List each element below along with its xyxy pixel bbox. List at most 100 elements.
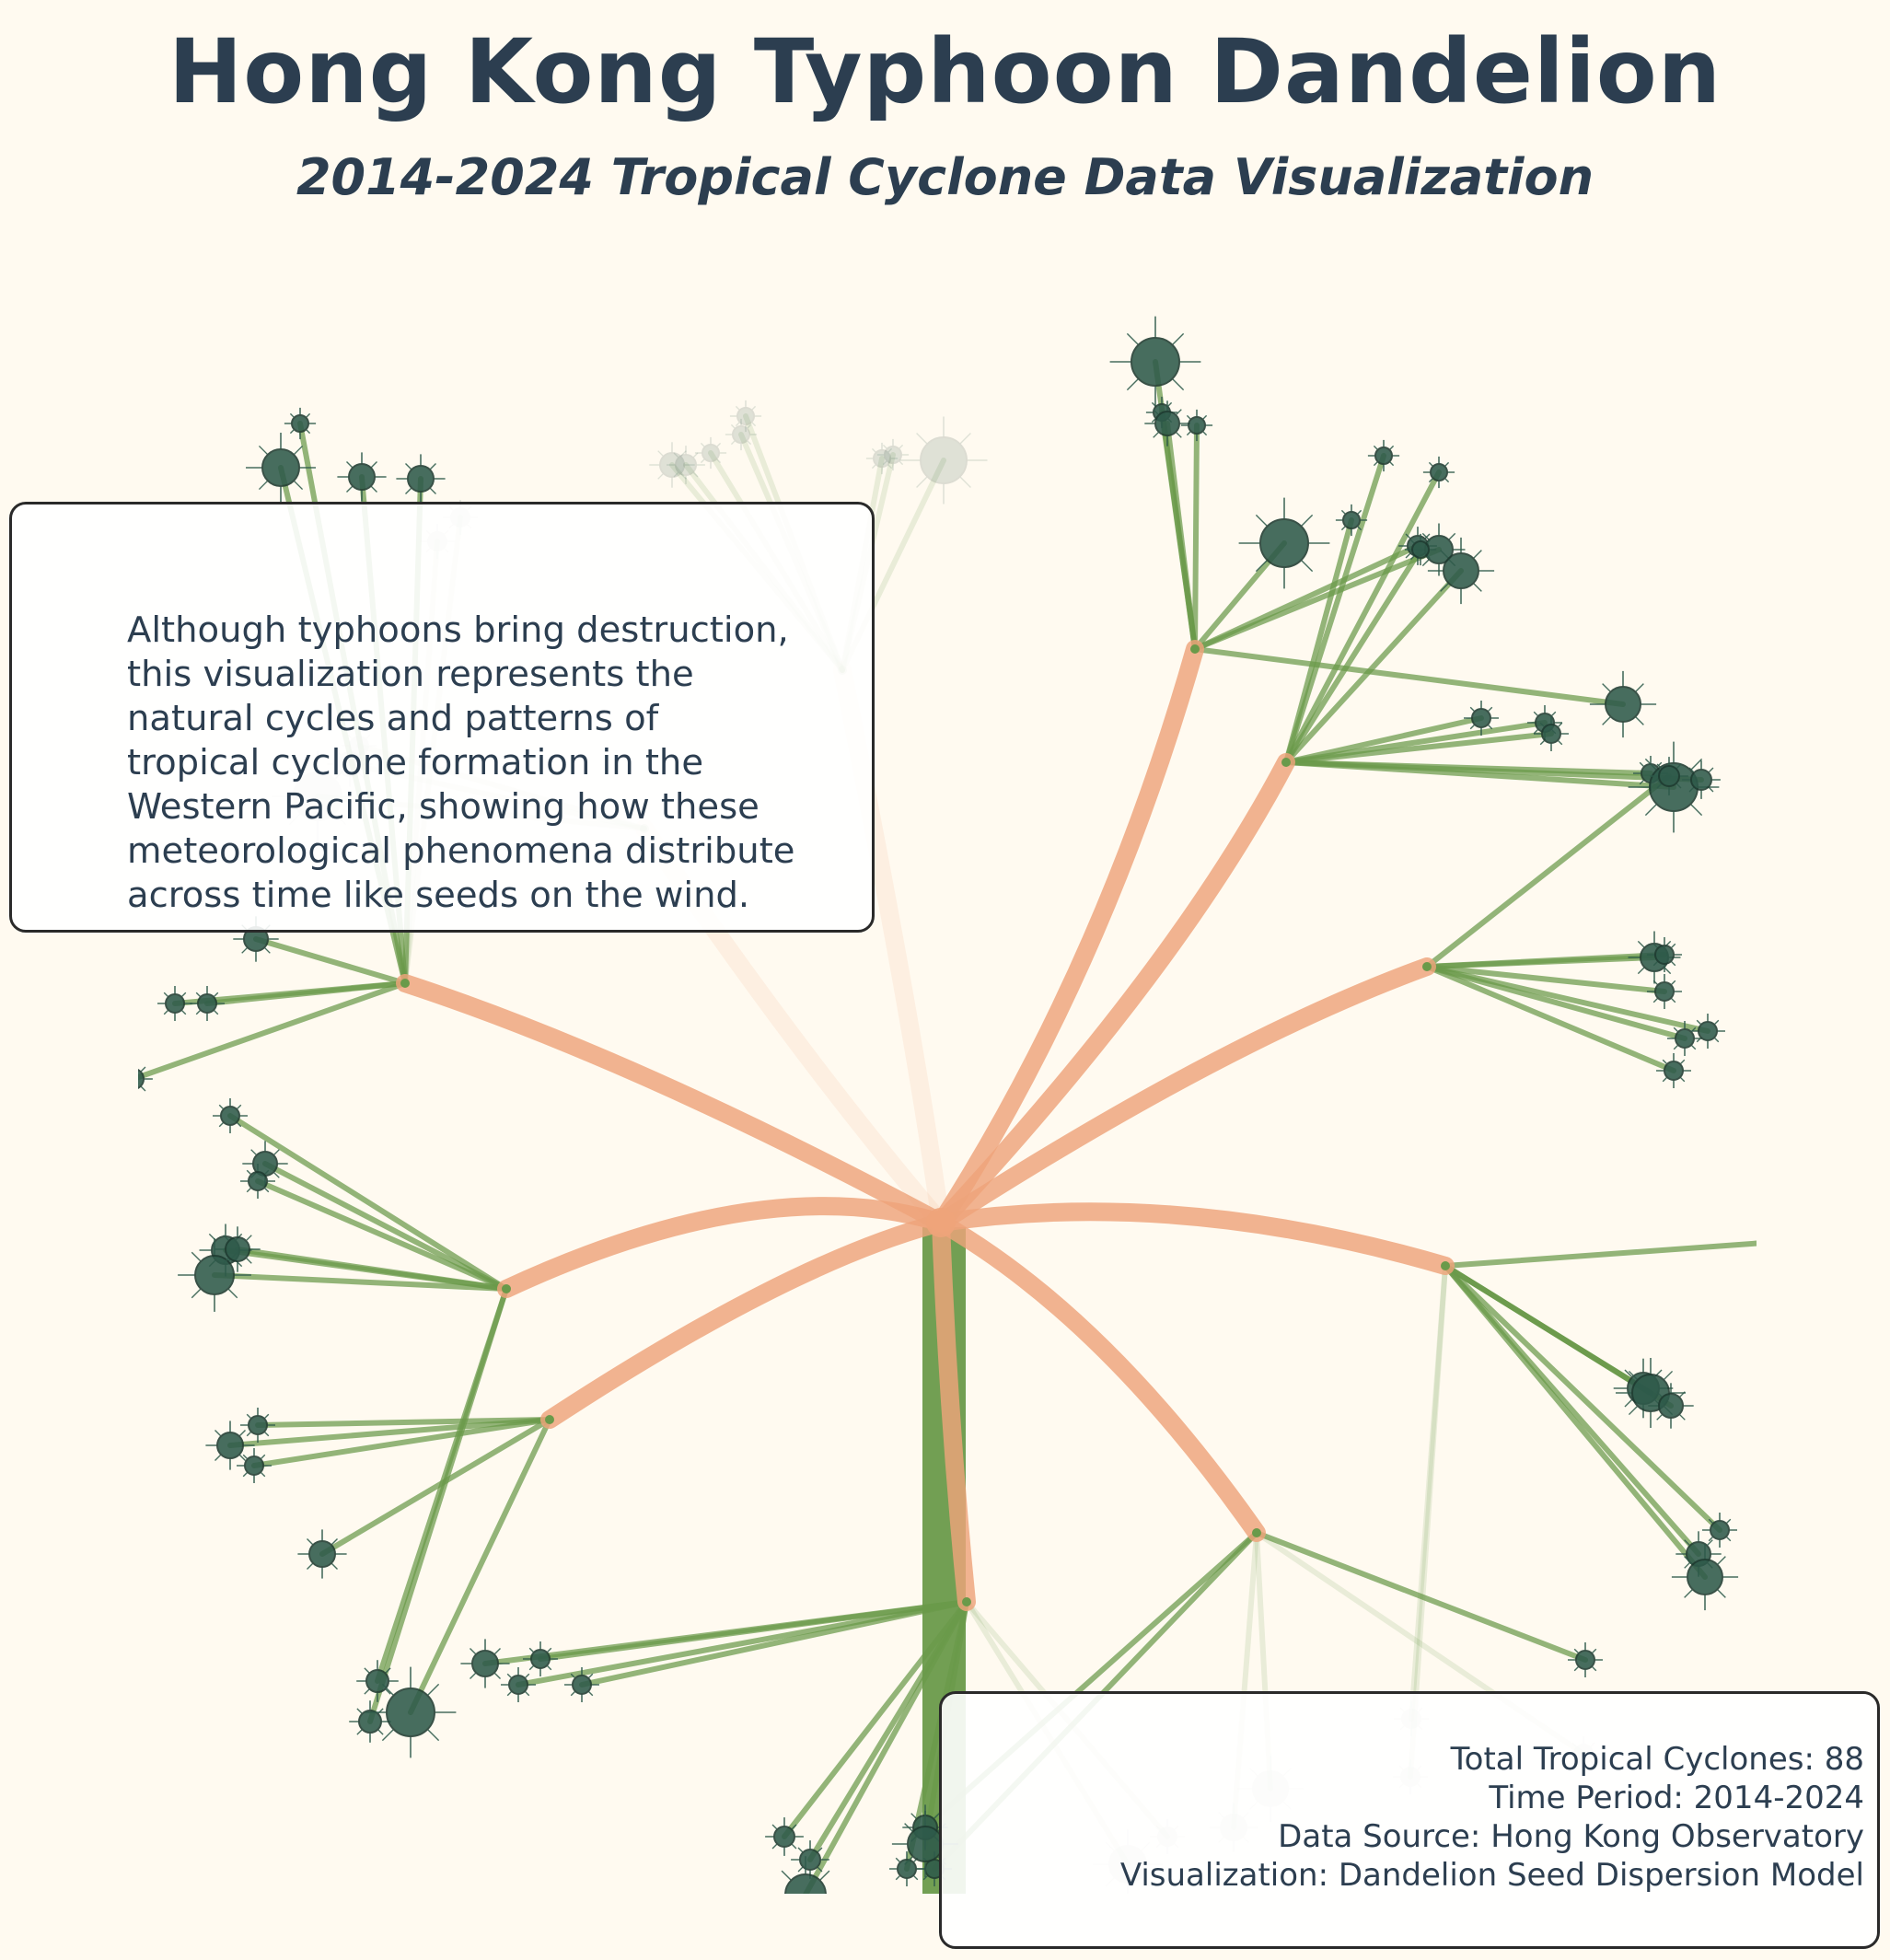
annotation-text: Although typhoons bring destruction, thi…	[127, 609, 795, 916]
seed-head	[291, 414, 309, 433]
typhoon-seed	[1568, 1642, 1603, 1677]
typhoon-seed	[1647, 937, 1682, 972]
branch-10	[932, 1213, 1266, 1542]
branch-7	[932, 753, 1295, 1232]
typhoon-seed	[765, 1817, 804, 1856]
seed-stalk	[782, 1599, 969, 1839]
seed-head	[197, 993, 217, 1014]
seed-fluff	[882, 444, 904, 466]
seed-head	[220, 1106, 240, 1126]
stat-data-source: Data Source: Hong Kong Observatory	[1278, 1818, 1864, 1855]
seed-stalk	[138, 980, 408, 1081]
typhoon-seed	[649, 442, 695, 488]
typhoon-seed	[356, 1660, 399, 1702]
typhoon-seed	[1404, 533, 1437, 566]
seed-stalk	[1192, 547, 1442, 652]
seed-stalk	[803, 1599, 969, 1894]
seed-head	[365, 1669, 389, 1693]
branch-node	[1281, 758, 1291, 767]
typhoon-seed	[337, 452, 387, 502]
typhoon-seed	[501, 1667, 536, 1702]
seed-head	[1654, 945, 1675, 965]
typhoon-seed	[1702, 1513, 1737, 1548]
seed-stalk	[319, 1417, 552, 1557]
branch-node	[545, 1415, 554, 1424]
seed-stalk	[255, 1417, 552, 1428]
seed-stalk	[262, 1161, 509, 1292]
seed-stalk	[1283, 760, 1704, 783]
seed-head	[1131, 337, 1180, 387]
typhoon-seed	[781, 1856, 830, 1894]
seed-stalk	[1165, 421, 1198, 652]
stats-box: Total Tropical Cyclones: 88 Time Period:…	[939, 1691, 1880, 1949]
year-branches	[396, 640, 1455, 1611]
seed-fluff	[735, 405, 757, 427]
seed-fluff	[730, 423, 752, 446]
seed-head	[702, 444, 720, 462]
seed-stalk	[1283, 470, 1442, 765]
seed-head	[907, 1826, 944, 1862]
typhoon-seed	[1667, 1021, 1702, 1056]
seed-fluff	[916, 433, 971, 488]
seed-stalk	[1424, 964, 1710, 1034]
typhoon-seed	[1647, 974, 1682, 1009]
typhoon-seed	[694, 436, 727, 470]
seed-head	[1654, 981, 1675, 1002]
typhoon-seed	[1650, 757, 1688, 795]
typhoon-seed	[1144, 400, 1190, 447]
typhoon-seed	[205, 1421, 255, 1470]
seed-head	[138, 1069, 145, 1089]
typhoon-seed	[1812, 1223, 1843, 1254]
branch-11	[932, 1213, 976, 1611]
typhoon-seed	[237, 1448, 272, 1483]
branch-6	[932, 640, 1204, 1232]
seed-head	[165, 993, 185, 1014]
typhoon-seed	[240, 1164, 275, 1199]
seed-head	[1411, 540, 1430, 559]
typhoon-seed	[791, 1840, 829, 1879]
typhoon-seed	[240, 1408, 275, 1443]
seed-head	[1658, 765, 1680, 787]
seed-head	[1471, 708, 1491, 728]
seed-fluff	[871, 447, 893, 470]
typhoon-seed	[213, 1098, 248, 1133]
branch-node	[1441, 1261, 1450, 1270]
branch-1	[396, 974, 950, 1232]
seed-head	[732, 425, 750, 444]
seed-head	[248, 1415, 268, 1435]
seed-stalk	[1283, 517, 1354, 765]
seed-stalk	[1443, 1263, 1722, 1533]
typhoon-seed	[865, 442, 899, 475]
seed-fluff	[138, 1066, 146, 1075]
seed-head	[407, 465, 435, 493]
seed-fluff	[700, 442, 722, 464]
seed-head	[659, 452, 685, 478]
typhoon-seed	[1656, 1053, 1691, 1088]
seed-head	[530, 1649, 551, 1669]
seed-stalk	[1283, 568, 1464, 765]
seed-head	[1374, 447, 1393, 465]
seed-stalk	[1424, 952, 1667, 969]
seed-head	[225, 1236, 250, 1262]
dandelion-center	[926, 1208, 956, 1237]
typhoon-seed	[365, 1666, 457, 1758]
seed-head	[244, 1456, 264, 1476]
seed-stalk	[204, 980, 408, 1006]
typhoon-seed	[190, 986, 225, 1021]
seed-head	[1710, 1520, 1730, 1540]
seed-head	[675, 454, 697, 476]
typhoon-seed	[1690, 1014, 1725, 1049]
seed-fluff	[138, 1083, 146, 1092]
typhoon-seed	[349, 1700, 391, 1743]
seed-head	[799, 1849, 821, 1871]
typhoon-seed	[1367, 439, 1400, 472]
seed-head	[1342, 511, 1361, 529]
seed-fluff	[673, 452, 699, 478]
seed-head	[1154, 411, 1180, 436]
seed-head	[897, 1859, 917, 1879]
typhoon-seed	[1180, 409, 1213, 442]
seed-head	[773, 1826, 795, 1848]
seed-stalk	[251, 1417, 552, 1468]
seed-head	[358, 1710, 382, 1734]
seed-head	[1698, 1021, 1718, 1041]
